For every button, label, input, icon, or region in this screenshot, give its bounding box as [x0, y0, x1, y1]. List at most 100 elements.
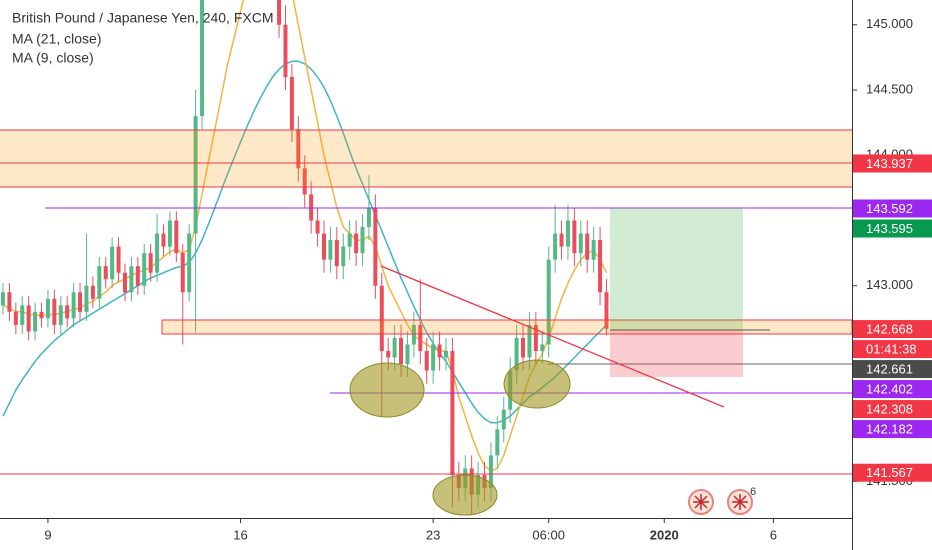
candle-body [424, 350, 429, 371]
candle-body [296, 129, 301, 169]
zone-band [0, 130, 852, 187]
candle-body [110, 246, 115, 280]
y-tick-label: 145.000 [866, 16, 913, 31]
candle-body [90, 285, 95, 299]
price-tag-bg [853, 463, 932, 482]
candle-body [411, 324, 416, 345]
candle-body [315, 220, 320, 234]
price-tag-bg [853, 400, 932, 419]
candle-body [379, 285, 384, 351]
candle-body [604, 292, 609, 329]
candle-body [200, 0, 205, 117]
price-tag-bg [853, 420, 932, 439]
price-tag: 143.937 [866, 156, 913, 171]
candle-body [360, 227, 365, 254]
price-tag-bg [853, 320, 932, 339]
price-tag: 142.308 [866, 402, 913, 417]
candle-body [495, 429, 500, 456]
candle-body [514, 337, 519, 371]
candle-body [450, 350, 455, 475]
price-tag: 143.595 [866, 221, 913, 236]
candle-body [39, 311, 44, 319]
candle-body [527, 324, 532, 358]
candle-body [45, 298, 50, 319]
candle-body [354, 233, 359, 254]
candle-body [437, 344, 442, 358]
candle-body [302, 168, 307, 195]
pattern-ellipse [432, 474, 498, 516]
candle-body [322, 233, 326, 260]
candle-body [116, 246, 121, 273]
candle-body [122, 272, 127, 293]
price-tag-bg [853, 219, 932, 238]
pattern-ellipse [349, 362, 425, 418]
y-tick-label: 143.000 [866, 277, 913, 292]
countdown-bg [853, 340, 932, 359]
price-tag: 141.567 [866, 465, 913, 480]
trend-line [380, 265, 725, 408]
zone-band [161, 319, 852, 335]
candle-body [399, 337, 404, 365]
candle-body [565, 220, 570, 247]
candle-body [540, 344, 545, 351]
price-tag: 143.592 [866, 201, 913, 216]
candle-body [572, 220, 577, 254]
candle-body [591, 240, 596, 260]
price-tag: 142.402 [866, 382, 913, 397]
candle-body [33, 311, 38, 332]
legend-entry: MA (9, close) [12, 50, 94, 66]
candle-body [533, 324, 538, 351]
candle-body [155, 233, 160, 273]
candle-body [347, 233, 352, 247]
candle-body [277, 0, 282, 25]
candle-body [386, 350, 391, 358]
candle-body [328, 240, 333, 260]
drawings [0, 129, 852, 516]
candle-body [71, 292, 76, 319]
candle-body [366, 207, 371, 228]
candle-body [97, 266, 102, 299]
candle-body [1, 292, 5, 306]
price-tags: 143.937 143.592 143.595 142.668 01:41:38 142.… [853, 154, 932, 482]
candle-body [26, 305, 31, 332]
candle-body [135, 266, 140, 286]
candle-body [418, 324, 423, 351]
candle-body [341, 246, 346, 267]
candle-body [161, 233, 166, 247]
candle-body [187, 233, 192, 293]
candle-body [559, 233, 564, 247]
candle-body [392, 337, 397, 358]
candle-body [13, 311, 18, 325]
candle-body [20, 305, 25, 325]
ma-line [2, 0, 608, 472]
candle-body [103, 266, 108, 280]
candle-body [443, 350, 448, 358]
event-flag[interactable] [688, 489, 714, 515]
candle-body [334, 240, 339, 267]
ma-line [2, 60, 608, 424]
candle-body [7, 292, 12, 312]
x-tick-label: 06:00 [532, 527, 565, 542]
candle-body [578, 233, 583, 254]
y-tick-label: 144.500 [866, 81, 913, 96]
candle-body [598, 240, 603, 293]
price-tag: 142.182 [866, 422, 913, 437]
candle-body [553, 233, 558, 260]
candle-body [193, 116, 198, 234]
event-flag[interactable] [727, 489, 753, 515]
candle-body [142, 253, 147, 286]
candle-body [546, 259, 551, 345]
price-tag: 142.661 [866, 362, 913, 377]
candle-body [521, 337, 526, 358]
candle-body [309, 194, 314, 221]
event-badge: 6 [750, 486, 756, 498]
legend-entry: MA (21, close) [12, 31, 101, 47]
candle-body [167, 220, 172, 247]
candle-body [373, 207, 378, 286]
candle-body [283, 24, 288, 77]
chart-title: British Pound / Japanese Yen, 240, FXCM [12, 10, 274, 26]
countdown: 01:41:38 [866, 342, 917, 357]
